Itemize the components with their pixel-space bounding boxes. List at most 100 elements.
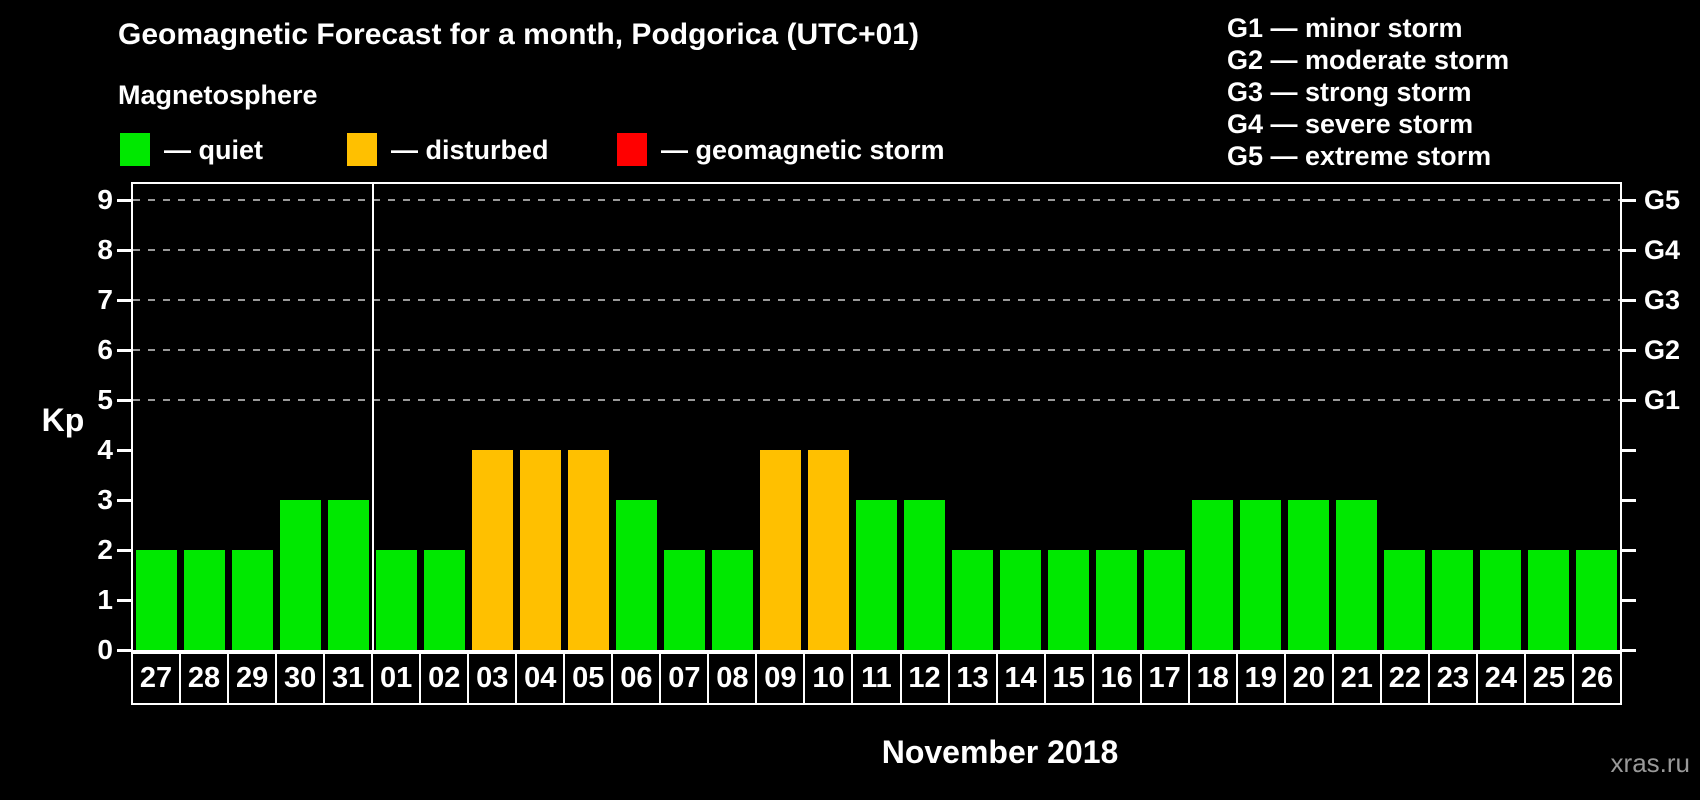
day-label-05: 05 [563,652,614,705]
g-axis-label-G5: G5 [1644,185,1681,215]
legend-label-storm: — geomagnetic storm [661,135,945,165]
g-axis-label-G1: G1 [1644,385,1681,415]
day-label-27: 27 [131,652,182,705]
plot-area [131,182,1622,652]
day-label-24: 24 [1475,652,1526,705]
day-label-02: 02 [419,652,470,705]
day-label-15: 15 [1043,652,1094,705]
gridline-kp-9 [133,199,1620,201]
day-label-12: 12 [899,652,950,705]
day-label-28: 28 [179,652,230,705]
y-tick-left-9 [117,199,131,202]
gridline-kp-5 [133,399,1620,401]
y-tick-right-5 [1622,399,1636,402]
y-tick-left-8 [117,249,131,252]
gridline-kp-7 [133,299,1620,301]
kp-bar-day-01 [376,550,418,650]
y-tick-right-0 [1622,649,1636,652]
y-tick-label-8: 8 [97,234,113,265]
y-tick-label-6: 6 [97,334,113,365]
day-label-17: 17 [1139,652,1190,705]
day-label-30: 30 [275,652,326,705]
g-legend-line-1: G1 — minor storm [1227,13,1463,43]
y-tick-left-5 [117,399,131,402]
day-label-26: 26 [1571,652,1622,705]
y-tick-left-4 [117,449,131,452]
y-tick-label-2: 2 [97,534,113,565]
day-label-11: 11 [851,652,902,705]
y-tick-left-3 [117,499,131,502]
day-label-16: 16 [1091,652,1142,705]
legend-label-disturbed: — disturbed [391,135,549,165]
kp-bar-day-24 [1479,550,1521,650]
y-tick-right-7 [1622,299,1636,302]
day-label-13: 13 [947,652,998,705]
gridline-kp-8 [133,249,1620,251]
y-tick-label-7: 7 [97,284,113,315]
kp-bar-day-02 [424,550,466,650]
day-label-22: 22 [1379,652,1430,705]
watermark: xras.ru [1610,748,1690,778]
day-label-19: 19 [1235,652,1286,705]
y-tick-left-6 [117,349,131,352]
g-axis-label-G4: G4 [1644,235,1681,265]
y-tick-left-1 [117,599,131,602]
kp-bar-day-06 [616,500,658,650]
day-label-29: 29 [227,652,278,705]
kp-bar-day-25 [1527,550,1569,650]
day-label-04: 04 [515,652,566,705]
day-label-23: 23 [1427,652,1478,705]
day-label-03: 03 [467,652,518,705]
y-tick-label-5: 5 [97,384,113,415]
y-tick-label-3: 3 [97,484,113,515]
kp-bar-day-09 [760,450,802,650]
day-label-10: 10 [803,652,854,705]
kp-bar-day-05 [568,450,610,650]
legend-swatch-disturbed [347,133,377,166]
legend-swatch-storm [617,133,647,166]
kp-bar-day-12 [903,500,945,650]
y-tick-left-0 [117,649,131,652]
y-tick-label-9: 9 [97,184,113,215]
y-tick-right-2 [1622,549,1636,552]
kp-bar-day-26 [1575,550,1617,650]
kp-bar-day-17 [1143,550,1185,650]
day-label-31: 31 [323,652,374,705]
kp-bar-day-16 [1095,550,1137,650]
month-boundary-line [371,184,374,650]
y-tick-right-8 [1622,249,1636,252]
kp-bar-day-07 [664,550,706,650]
kp-bar-day-29 [232,550,274,650]
day-label-21: 21 [1331,652,1382,705]
kp-bar-day-03 [472,450,514,650]
kp-bar-day-04 [520,450,562,650]
x-axis-title: November 2018 [881,734,1119,770]
day-label-06: 06 [611,652,662,705]
g-axis-label-G3: G3 [1644,285,1681,315]
kp-bar-day-30 [280,500,322,650]
y-tick-right-9 [1622,199,1636,202]
legend-label-quiet: — quiet [164,135,263,165]
kp-bar-day-27 [136,550,178,650]
day-label-07: 07 [659,652,710,705]
kp-bar-day-21 [1335,500,1377,650]
kp-bar-day-13 [951,550,993,650]
day-label-20: 20 [1283,652,1334,705]
day-label-01: 01 [371,652,422,705]
g-scale-legend: G1 — minor storm G2 — moderate storm G3 — … [1227,12,1509,172]
day-axis-row: 27 28 29 30 31 01 02 03 04 05 06 07 08 09 10 11 12 13 14 15… [131,652,1622,705]
day-label-08: 08 [707,652,758,705]
kp-bar-day-08 [712,550,754,650]
y-tick-label-1: 1 [97,584,113,615]
legend-swatch-quiet [120,133,150,166]
day-label-18: 18 [1187,652,1238,705]
kp-bar-day-23 [1431,550,1473,650]
y-tick-left-7 [117,299,131,302]
y-tick-right-1 [1622,599,1636,602]
kp-bar-day-10 [808,450,850,650]
g-legend-line-5: G5 — extreme storm [1227,141,1492,171]
kp-bar-day-14 [999,550,1041,650]
kp-bar-day-18 [1191,500,1233,650]
g-legend-line-2: G2 — moderate storm [1227,45,1510,75]
